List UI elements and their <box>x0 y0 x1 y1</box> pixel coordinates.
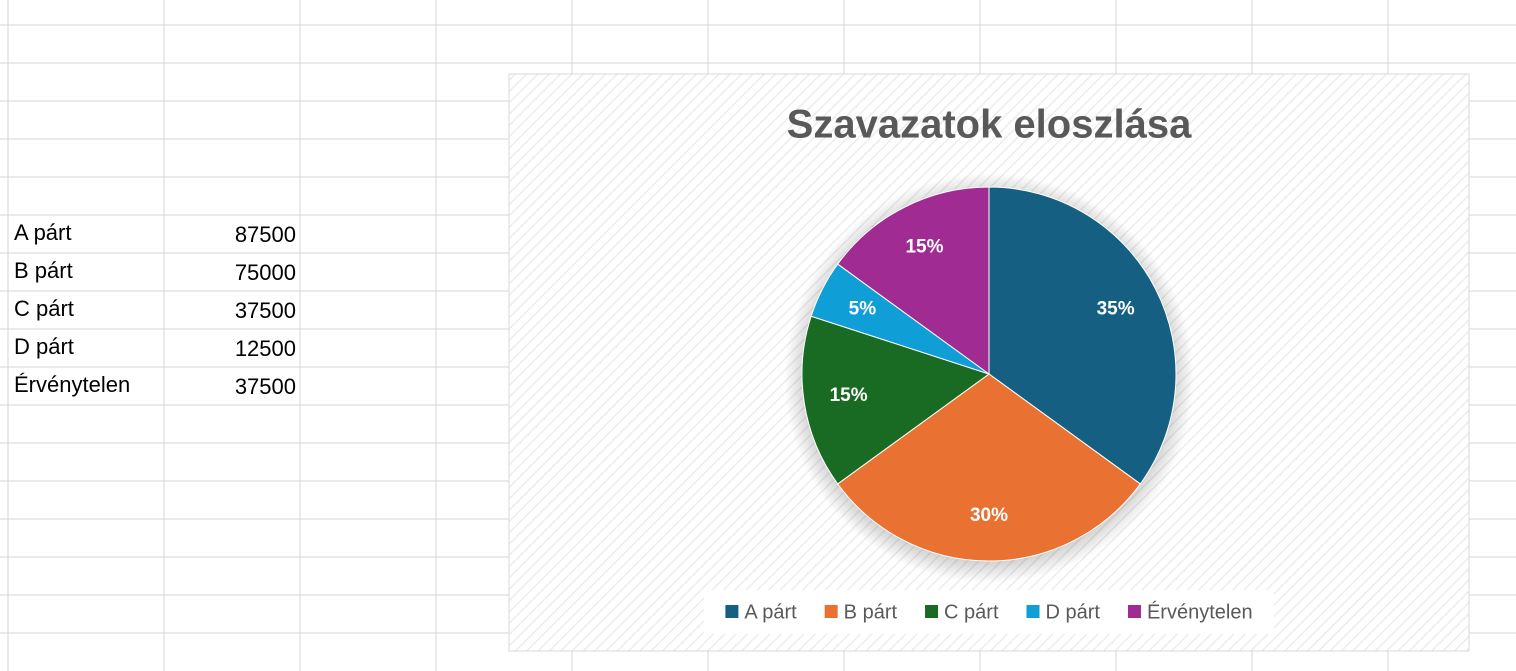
data-label: 15% <box>830 385 868 406</box>
data-label: 35% <box>1097 298 1135 319</box>
pie-slice <box>988 186 1177 485</box>
cell-label: C párt <box>14 296 74 321</box>
pie-slice <box>801 315 991 485</box>
cell-label: D párt <box>14 334 74 359</box>
cell-label: B párt <box>14 258 73 283</box>
pie: 35% 30% 15% 5% 15% <box>801 186 1177 562</box>
legend-swatch <box>1026 605 1040 618</box>
cell-value: 37500 <box>235 298 296 323</box>
cell-label: A párt <box>14 220 71 245</box>
pie-slice <box>837 373 1141 562</box>
legend: A párt B párt C párt D párt Érvénytelen <box>725 600 1253 623</box>
chart-title: Szavazatok eloszlása <box>787 103 1192 147</box>
legend-swatch <box>824 605 838 618</box>
cell-label: Érvénytelen <box>14 372 130 397</box>
legend-swatch <box>1127 605 1141 618</box>
pie-slice <box>837 186 990 375</box>
legend-label: Érvénytelen <box>1147 600 1253 623</box>
data-table: A párt 87500 B párt 75000 C párt 37500 D párt 1… <box>14 220 296 399</box>
data-label: 30% <box>970 505 1008 526</box>
legend-label: A párt <box>744 601 797 623</box>
legend-label: D párt <box>1046 601 1101 623</box>
legend-label: C párt <box>944 601 999 623</box>
legend-swatch <box>725 605 739 618</box>
legend-label: B párt <box>844 601 898 623</box>
cell-value: 87500 <box>235 222 296 247</box>
cell-value: 12500 <box>235 336 296 361</box>
cell-value: 75000 <box>235 260 296 285</box>
legend-box <box>704 590 1274 634</box>
cell-value: 37500 <box>235 374 296 399</box>
data-label: 5% <box>849 298 877 319</box>
legend-swatch <box>925 605 939 618</box>
data-label: 15% <box>905 236 943 257</box>
